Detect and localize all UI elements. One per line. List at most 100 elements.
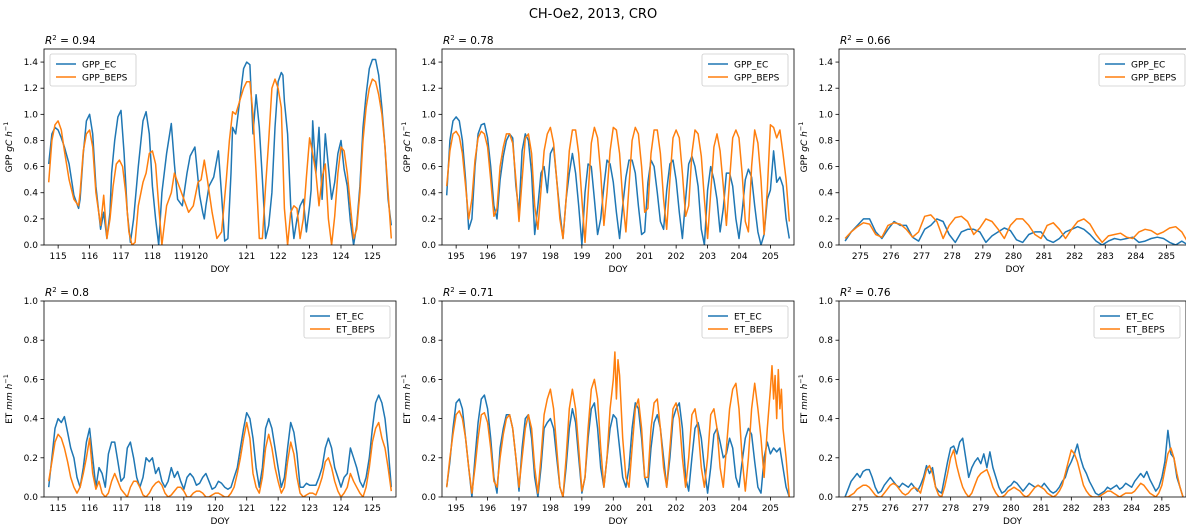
legend: ET_EC ET_BEPS <box>303 305 391 339</box>
legend-label: ET_BEPS <box>1126 326 1165 336</box>
y-axis-label-exponent: −1 <box>797 374 805 384</box>
series-line-et-beps <box>845 447 1184 497</box>
x-axis-label: DOY <box>608 265 628 275</box>
legend-label: GPP_BEPS <box>1131 74 1177 84</box>
x-tick-label: 116 <box>81 252 98 262</box>
y-tick-label: 0.2 <box>422 454 436 464</box>
y-axis-label-exponent: −1 <box>2 374 10 384</box>
legend: GPP_EC GPP_BEPS <box>49 53 137 87</box>
y-tick-label: 0.2 <box>422 215 436 225</box>
legend-box <box>701 305 789 339</box>
x-tick-label: 280 <box>1005 252 1022 262</box>
x-tick-label: 115 <box>50 252 67 262</box>
chart-title: R2 = 0.8 <box>45 286 89 299</box>
x-tick-label: 201 <box>636 252 653 262</box>
plot-frame <box>838 300 1186 498</box>
y-tick-label: 0.2 <box>819 215 833 225</box>
title-superscript: 2 <box>450 34 454 42</box>
y-tick-label: 0.6 <box>819 163 834 173</box>
x-tick-label: 123 <box>301 252 318 262</box>
x-tick-label: 121 <box>238 252 255 262</box>
title-superscript: 2 <box>847 286 851 294</box>
x-tick-label: 120 <box>191 252 208 262</box>
y-tick-label: 0.0 <box>24 493 39 503</box>
y-tick-label: 0.4 <box>422 415 437 425</box>
y-axis-label-exponent: −1 <box>400 374 408 384</box>
legend: ET_EC ET_BEPS <box>701 305 789 339</box>
x-tick-label: 121 <box>238 504 255 514</box>
series-line-et-ec <box>844 429 1184 497</box>
title-r-symbol: R <box>840 287 847 299</box>
x-tick-label: 278 <box>944 252 961 262</box>
y-tick-label: 1.0 <box>24 297 39 307</box>
x-tick-label: 281 <box>1033 504 1050 514</box>
y-tick-label: 0.4 <box>819 189 834 199</box>
title-r2-value: = 0.94 <box>57 35 96 47</box>
x-tick-label: 278 <box>942 504 959 514</box>
y-axis-label-main: ET <box>800 410 810 424</box>
legend-label: ET_BEPS <box>734 326 773 336</box>
x-tick-label: 276 <box>882 504 899 514</box>
chart-title: R2 = 0.66 <box>840 34 891 47</box>
x-tick-label: 120 <box>207 504 224 514</box>
y-tick-label: 0.2 <box>24 215 38 225</box>
x-tick-label: 124 <box>332 252 349 262</box>
legend-label: ET_BEPS <box>336 326 375 336</box>
chart-title: R2 = 0.76 <box>840 286 891 299</box>
x-tick-label: 280 <box>1002 504 1019 514</box>
x-tick-label: 197 <box>510 504 527 514</box>
x-tick-label: 283 <box>1093 504 1110 514</box>
x-tick-label: 198 <box>542 252 559 262</box>
y-tick-label: 1.4 <box>819 58 834 68</box>
x-tick-label: 125 <box>364 252 381 262</box>
y-axis-label-exponent: −1 <box>797 122 805 132</box>
y-tick-label: 0.0 <box>819 241 834 251</box>
title-r-symbol: R <box>45 287 52 299</box>
y-tick-label: 0.0 <box>819 493 834 503</box>
x-tick-label: 116 <box>81 504 98 514</box>
series-line-gpp-beps <box>844 214 1186 244</box>
x-tick-label: 283 <box>1097 252 1114 262</box>
y-tick-label: 0.8 <box>819 136 834 146</box>
y-tick-label: 0.4 <box>819 415 834 425</box>
chart-title: R2 = 0.71 <box>443 286 494 299</box>
x-tick-label: 285 <box>1158 252 1175 262</box>
x-tick-label: 199 <box>573 252 590 262</box>
y-axis-label-unit: mm h <box>5 383 15 409</box>
y-tick-label: 0.6 <box>422 163 437 173</box>
x-tick-label: 284 <box>1123 504 1140 514</box>
y-tick-label: 0.8 <box>819 336 834 346</box>
x-tick-label: 118 <box>144 504 161 514</box>
x-tick-label: 277 <box>913 252 930 262</box>
x-tick-label: 284 <box>1127 252 1144 262</box>
y-axis-label-unit: gC h <box>403 131 413 152</box>
x-tick-label: 118 <box>144 252 161 262</box>
y-tick-label: 0.0 <box>24 241 39 251</box>
legend-label: GPP_EC <box>82 61 116 71</box>
series-line-et-ec <box>445 394 791 497</box>
x-tick-label: 195 <box>448 504 465 514</box>
title-superscript: 2 <box>847 34 851 42</box>
y-tick-label: 1.2 <box>819 84 833 94</box>
x-tick-label: 117 <box>112 252 129 262</box>
title-r2-value: = 0.76 <box>852 287 891 299</box>
y-tick-label: 1.4 <box>422 58 437 68</box>
legend-box <box>1098 53 1186 87</box>
legend: GPP_EC GPP_BEPS <box>701 53 789 87</box>
x-tick-label: 203 <box>699 504 716 514</box>
x-tick-label: 275 <box>852 504 869 514</box>
y-axis-label: GPP gC h−1 <box>400 122 413 173</box>
x-tick-label: 205 <box>762 252 779 262</box>
x-tick-label: 276 <box>882 252 899 262</box>
x-tick-label: 198 <box>542 504 559 514</box>
title-r2-value: = 0.78 <box>455 35 494 47</box>
x-tick-label: 117 <box>112 504 129 514</box>
x-tick-label: 122 <box>270 252 287 262</box>
y-axis-label-unit: mm h <box>403 383 413 409</box>
x-axis-label: DOY <box>210 517 230 526</box>
plot-frame <box>441 48 795 246</box>
x-tick-label: 195 <box>448 252 465 262</box>
legend-label: GPP_BEPS <box>734 74 780 84</box>
